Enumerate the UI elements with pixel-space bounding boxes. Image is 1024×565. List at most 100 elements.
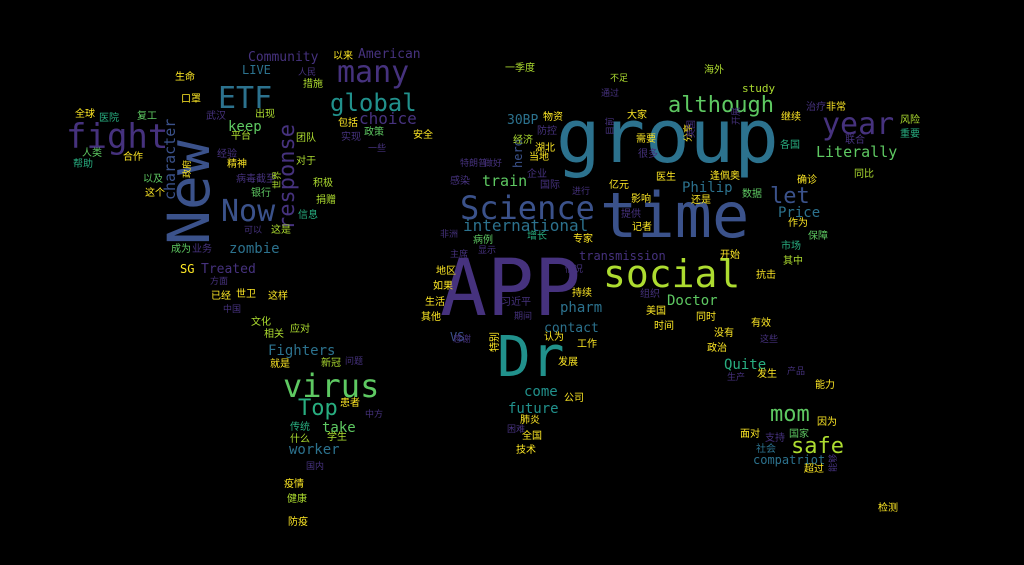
cloud-word: 湖北 xyxy=(535,143,555,154)
cloud-word: 肺炎 xyxy=(520,415,540,426)
cloud-word: 大家 xyxy=(627,110,647,121)
cloud-word: 社会 xyxy=(756,444,776,455)
cloud-word: SG xyxy=(180,262,195,276)
cloud-word: 国内 xyxy=(306,462,325,472)
cloud-word: 已经 xyxy=(211,291,231,302)
cloud-word: 进行 xyxy=(572,187,591,197)
cloud-word: 方面 xyxy=(210,277,229,287)
cloud-word: compatriot xyxy=(753,453,826,467)
cloud-word: 超过 xyxy=(804,464,824,475)
cloud-word: 当地 xyxy=(529,152,549,163)
cloud-word: Top xyxy=(298,396,338,421)
cloud-word: 困难 xyxy=(507,425,526,435)
cloud-word: Science xyxy=(460,189,595,227)
cloud-word: 新冠 xyxy=(321,358,341,369)
cloud-word: 物资 xyxy=(543,112,563,123)
cloud-word: 对于 xyxy=(296,156,316,167)
cloud-word: mom xyxy=(770,402,810,427)
cloud-word: 产品 xyxy=(787,367,806,377)
cloud-word: 能力 xyxy=(815,380,835,391)
cloud-word: 不足 xyxy=(610,74,629,84)
cloud-word: 英国 xyxy=(687,119,697,138)
cloud-word: 帮助 xyxy=(73,159,93,170)
cloud-word: 继续 xyxy=(781,112,801,123)
cloud-word: Fighters xyxy=(268,343,336,359)
cloud-word: 开始 xyxy=(720,250,740,261)
cloud-word: 通过 xyxy=(601,89,620,99)
cloud-word: 如果 xyxy=(433,281,453,292)
cloud-word: 生活 xyxy=(425,297,445,308)
cloud-word: 中国 xyxy=(223,305,242,315)
cloud-word: 成为 xyxy=(171,244,191,255)
cloud-word: 复工 xyxy=(137,111,157,122)
cloud-word: 海外 xyxy=(704,65,724,76)
cloud-word: 保障 xyxy=(808,231,828,242)
cloud-word: 其中 xyxy=(783,256,803,267)
cloud-word: 健康 xyxy=(287,494,307,505)
cloud-word: 作为 xyxy=(788,218,808,229)
cloud-word: APP xyxy=(440,244,581,334)
cloud-word: 患者 xyxy=(340,398,360,409)
cloud-word: 时间 xyxy=(654,321,674,332)
cloud-word: 非洲 xyxy=(440,230,459,240)
cloud-word: 特朗普 xyxy=(460,159,488,169)
cloud-word: 全球 xyxy=(75,109,95,120)
cloud-word: let xyxy=(770,184,810,209)
cloud-word: 开展 xyxy=(732,106,742,125)
cloud-word: keep xyxy=(228,119,262,135)
cloud-word: year xyxy=(822,107,895,142)
cloud-word: Doctor xyxy=(667,293,718,309)
cloud-word: 学生 xyxy=(327,432,347,443)
cloud-word: transmission xyxy=(579,249,666,263)
cloud-word: 重要 xyxy=(900,129,920,140)
cloud-word: 国际 xyxy=(540,180,560,191)
cloud-word: 显示 xyxy=(478,246,497,256)
cloud-word: zombie xyxy=(229,241,280,257)
cloud-word: contact xyxy=(544,321,599,336)
cloud-word: come xyxy=(524,384,558,400)
cloud-word: social xyxy=(603,252,741,296)
cloud-word: 同时 xyxy=(696,312,716,323)
cloud-word: 工作 xyxy=(577,339,597,350)
cloud-word: 增长 xyxy=(527,231,547,242)
cloud-word: 人类 xyxy=(82,148,102,159)
cloud-word: 相关 xyxy=(264,329,284,340)
cloud-word: 医院 xyxy=(99,113,119,124)
cloud-word: 世界 xyxy=(273,170,283,189)
cloud-word: Philip xyxy=(682,180,733,196)
cloud-word: study xyxy=(742,82,776,95)
cloud-word: 政策 xyxy=(364,127,384,138)
cloud-word: 政治 xyxy=(707,343,727,354)
cloud-word: 这个 xyxy=(145,188,165,199)
cloud-word: 生产 xyxy=(727,373,746,383)
cloud-word: 风险 xyxy=(900,115,920,126)
cloud-word: 这样 xyxy=(268,291,288,302)
cloud-word: 病例 xyxy=(473,235,493,246)
cloud-word: 以及 xyxy=(143,174,163,185)
cloud-word: 这是 xyxy=(271,225,291,236)
cloud-word: 生命 xyxy=(175,72,195,83)
cloud-word: 中方 xyxy=(365,410,384,420)
cloud-word: virus xyxy=(283,367,380,405)
cloud-word: train xyxy=(482,172,528,190)
cloud-word: 很多 xyxy=(638,149,658,160)
cloud-word: 同比 xyxy=(854,169,874,180)
cloud-word: 合作 xyxy=(123,152,143,163)
cloud-word: Treated xyxy=(201,262,256,277)
cloud-word: 捐赠 xyxy=(316,195,336,206)
cloud-word: 包括 xyxy=(338,118,358,129)
cloud-word: time xyxy=(600,179,750,252)
cloud-word: 组织 xyxy=(640,289,660,300)
cloud-word: 记者 xyxy=(632,222,652,233)
cloud-word: 能够 xyxy=(829,453,839,472)
cloud-word: fight xyxy=(66,117,169,157)
cloud-word: 出现 xyxy=(255,109,275,120)
cloud-word: 公司 xyxy=(564,393,584,404)
cloud-word: Price xyxy=(778,205,821,221)
cloud-word: 团队 xyxy=(296,133,316,144)
cloud-word: 情况 xyxy=(565,265,584,275)
cloud-word: 银行 xyxy=(251,188,271,199)
cloud-word: Literally xyxy=(816,143,898,161)
cloud-word: 感染 xyxy=(450,176,470,187)
cloud-word: 一些 xyxy=(368,144,387,154)
